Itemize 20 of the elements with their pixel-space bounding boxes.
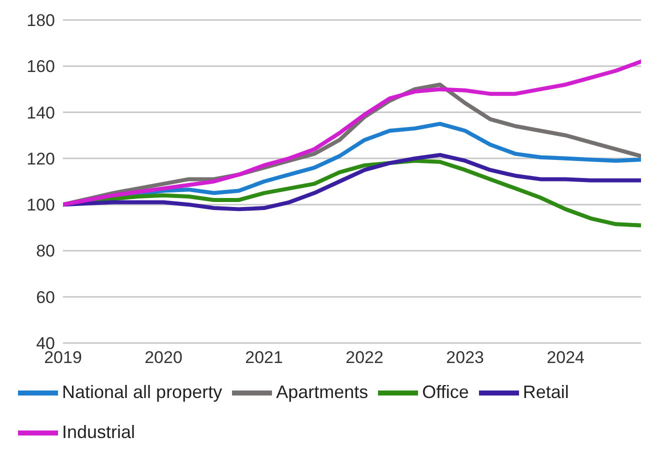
line-series (63, 152, 641, 212)
x-tick-label: 2022 (346, 348, 384, 368)
legend-label: Office (422, 382, 469, 402)
legend-label: Retail (522, 382, 569, 402)
x-tick-label: 2020 (144, 348, 182, 368)
y-tick-label: 60 (36, 288, 55, 307)
y-tick-label: 160 (26, 57, 55, 76)
y-tick-label: 120 (26, 149, 55, 168)
x-tick-label: 2024 (546, 348, 585, 368)
y-tick-label: 140 (26, 103, 55, 122)
legend-label: Apartments (276, 382, 368, 402)
y-tick-label: 180 (26, 11, 55, 30)
y-tick-label: 100 (26, 196, 55, 215)
x-tick-label: 2019 (44, 348, 82, 368)
y-tick-label: 80 (36, 242, 55, 261)
legend-label: National all property (62, 382, 222, 402)
line-series (63, 60, 641, 207)
legend-label: Industrial (62, 422, 136, 442)
x-tick-label: 2021 (245, 348, 283, 368)
x-tick-label: 2023 (446, 348, 484, 368)
